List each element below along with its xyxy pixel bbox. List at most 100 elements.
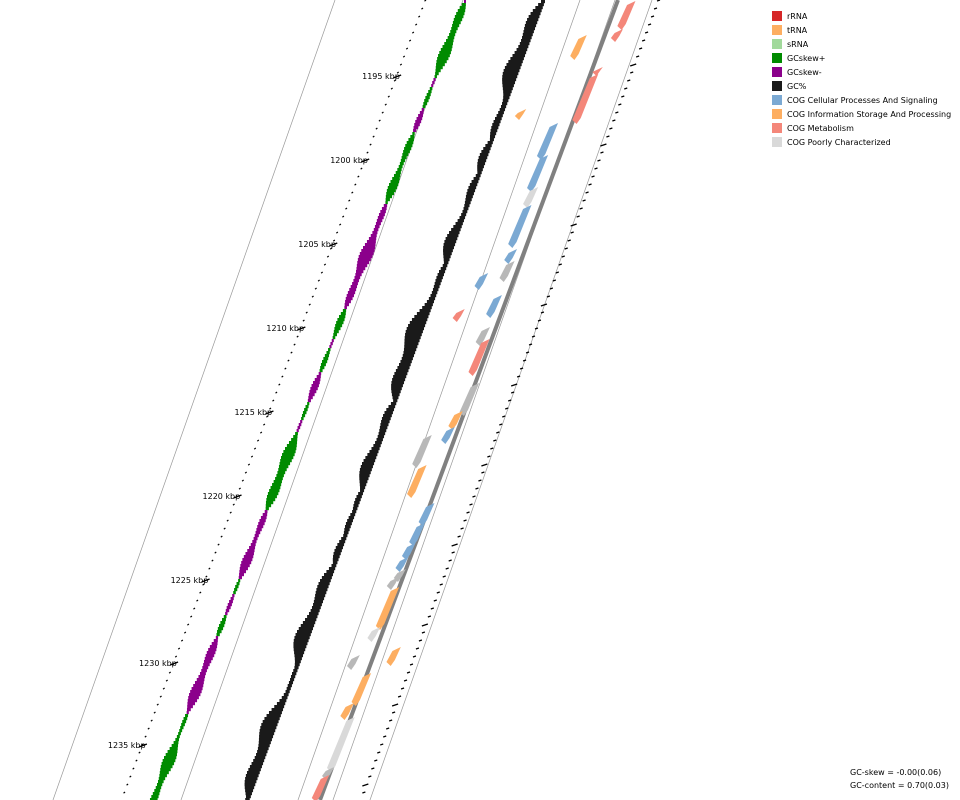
gc-content-bar [381, 417, 391, 421]
gc-content-bar [442, 264, 448, 268]
gc-skew-bar [203, 663, 210, 667]
gc-content-bar [402, 354, 415, 358]
gc-content-bar [245, 795, 251, 799]
gc-content-bar [352, 507, 358, 511]
cog-feature [395, 557, 409, 572]
scale-dot [378, 119, 381, 122]
scale-dot [177, 647, 181, 650]
gc-skew-bar [305, 405, 309, 409]
cog-feature [401, 543, 416, 560]
gc-content-bar [335, 546, 343, 550]
gc-skew-bar [279, 462, 291, 466]
gc-content-bar [294, 657, 302, 661]
gc-skew-bar [322, 360, 328, 364]
gc-content-bar [419, 309, 431, 313]
gc-content-bar [321, 576, 332, 580]
scale-dot [360, 167, 363, 170]
gc-skew-bar [328, 348, 331, 352]
legend-swatch [772, 109, 782, 119]
gc-content-bar [300, 624, 315, 628]
gc-content-bar [477, 171, 482, 175]
gc-skew-bar [383, 204, 388, 208]
gc-content-bar [383, 414, 392, 418]
gc-content-bar [268, 711, 282, 715]
gc-skew-bar [422, 105, 426, 109]
gc-skew-bar [395, 171, 401, 175]
outer-tick [653, 7, 658, 10]
gc-skew-bar [186, 711, 189, 715]
scale-dot [263, 423, 266, 426]
gc-content-bar [293, 642, 308, 646]
outer-tick [478, 479, 482, 482]
gc-content-bar [510, 57, 524, 61]
scale-dot [332, 239, 336, 242]
gc-content-bar [394, 372, 408, 376]
outer-tick [496, 431, 500, 434]
gc-skew-bar [457, 9, 466, 13]
legend-item: tRNA [772, 23, 951, 37]
gc-content-bar [254, 756, 266, 760]
outer-ticks [362, 0, 661, 794]
scale-dot [259, 431, 263, 434]
outer-tick [421, 623, 429, 627]
outer-tick [531, 335, 536, 338]
outer-tick [374, 759, 378, 762]
gc-skew-bar [250, 543, 256, 547]
scale-dot [244, 471, 248, 474]
track-line [297, 0, 581, 800]
gc-content-bar [393, 375, 407, 379]
gc-content-bar [504, 66, 521, 70]
gc-skew-bar [257, 525, 264, 529]
gc-content-bar [392, 396, 399, 400]
gc-content-bar [244, 780, 257, 784]
gc-content-bar [313, 603, 322, 607]
outer-tick [582, 199, 586, 202]
gc-content-bar [347, 519, 353, 523]
gc-content-bar [483, 147, 491, 151]
gc-skew-bar [296, 429, 299, 433]
gc-skew-bar [461, 3, 466, 7]
gc-skew-bar [291, 438, 298, 442]
cog-feature [536, 123, 559, 160]
gc-skew-bar [185, 714, 189, 718]
scale-dot [418, 15, 421, 18]
gc-content-bar [359, 468, 372, 472]
gc-content-bar [518, 45, 529, 49]
gc-skew-bar [449, 33, 456, 37]
gc-content-bar [310, 609, 320, 613]
gc-skew-bar [286, 444, 297, 448]
gc-content-bar [404, 336, 421, 340]
scale-major-tick [360, 158, 370, 163]
gc-skew-bar [225, 612, 228, 616]
gc-skew-bar [456, 12, 465, 16]
outer-tick [371, 767, 375, 770]
gc-content-bar [502, 102, 508, 106]
gc-content-bar [287, 684, 292, 688]
gc-content-bar [360, 486, 366, 490]
gc-content-bar [498, 111, 504, 115]
gc-content-bar [379, 426, 388, 430]
scale-dot [272, 399, 275, 402]
gc-content-bar [259, 732, 275, 736]
gc-skew-bar [239, 573, 244, 577]
scale-dot [205, 575, 208, 578]
scale-major-tick [169, 661, 179, 666]
gc-content-bar [487, 141, 493, 145]
gc-content-bar [475, 174, 481, 178]
gc-skew-bar [300, 420, 303, 424]
scale-dot [229, 511, 232, 514]
gc-skew-bar [307, 399, 311, 403]
scale-dot [317, 279, 320, 282]
gc-skew-bar [183, 717, 188, 721]
gc-content-bar [503, 90, 512, 94]
gc-content-bar [359, 483, 367, 487]
outer-tick [630, 71, 634, 74]
gc-skew-bar [345, 297, 353, 301]
outer-tick [377, 751, 381, 754]
gc-content-bar [261, 723, 278, 727]
outer-tick [421, 631, 426, 634]
gc-skew-bar [188, 696, 199, 700]
legend-item: GCskew+ [772, 51, 951, 65]
legend-label: GCskew+ [787, 53, 826, 63]
